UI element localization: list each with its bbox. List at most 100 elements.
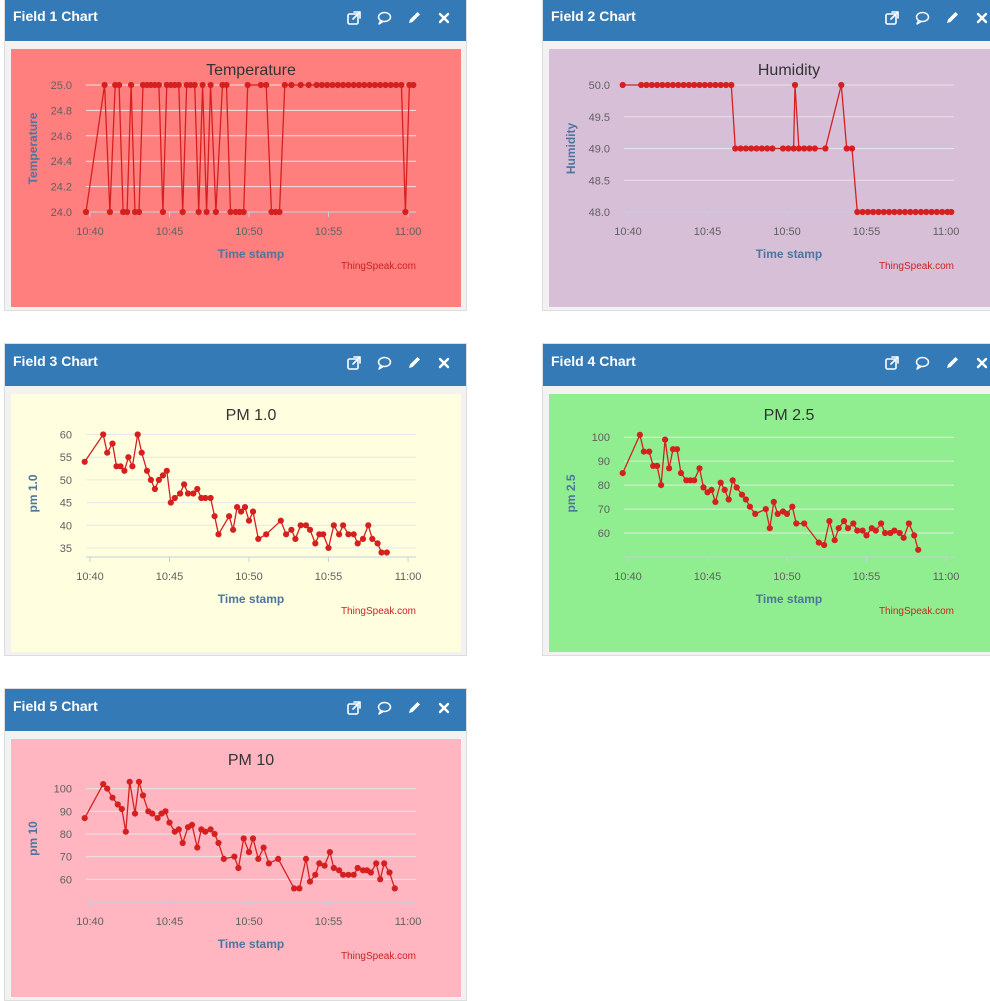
data-point[interactable]	[912, 208, 919, 216]
data-point[interactable]	[257, 81, 264, 89]
data-point[interactable]	[138, 449, 145, 456]
data-point[interactable]	[275, 855, 282, 862]
data-point[interactable]	[163, 467, 170, 474]
data-point[interactable]	[872, 527, 879, 534]
data-point[interactable]	[729, 477, 736, 484]
data-point[interactable]	[870, 208, 877, 216]
data-point[interactable]	[139, 792, 147, 799]
data-point[interactable]	[891, 527, 898, 534]
data-point[interactable]	[701, 81, 708, 89]
comment-icon[interactable]	[914, 355, 930, 371]
data-point[interactable]	[104, 785, 111, 792]
close-icon[interactable]	[436, 10, 452, 26]
data-point[interactable]	[263, 81, 270, 89]
data-point[interactable]	[227, 208, 234, 216]
data-point[interactable]	[154, 815, 161, 822]
data-point[interactable]	[393, 81, 400, 89]
data-point[interactable]	[188, 821, 196, 828]
data-point[interactable]	[355, 81, 363, 89]
data-point[interactable]	[677, 470, 685, 477]
data-point[interactable]	[235, 864, 242, 872]
data-point[interactable]	[135, 778, 143, 785]
data-point[interactable]	[312, 540, 319, 547]
data-point[interactable]	[318, 81, 325, 89]
data-point[interactable]	[700, 484, 707, 491]
pencil-edit-icon[interactable]	[944, 10, 960, 26]
data-point[interactable]	[748, 145, 755, 152]
data-point[interactable]	[377, 876, 384, 883]
data-point[interactable]	[171, 494, 178, 502]
data-point[interactable]	[321, 862, 328, 869]
pencil-edit-icon[interactable]	[406, 355, 422, 371]
data-point[interactable]	[779, 145, 787, 152]
data-point[interactable]	[619, 81, 626, 89]
data-point[interactable]	[815, 539, 822, 546]
data-point[interactable]	[116, 81, 123, 89]
data-point[interactable]	[175, 81, 182, 89]
pencil-edit-icon[interactable]	[944, 355, 960, 371]
data-point[interactable]	[240, 208, 247, 216]
data-point[interactable]	[365, 522, 372, 529]
data-point[interactable]	[398, 81, 405, 89]
data-point[interactable]	[659, 81, 666, 89]
data-point[interactable]	[325, 544, 332, 551]
data-point[interactable]	[114, 801, 121, 808]
data-point[interactable]	[835, 525, 842, 532]
data-point[interactable]	[117, 463, 124, 470]
data-point[interactable]	[265, 860, 272, 867]
data-point[interactable]	[159, 472, 166, 479]
data-point[interactable]	[306, 526, 314, 533]
data-point[interactable]	[795, 145, 802, 152]
data-point[interactable]	[324, 81, 331, 89]
open-in-new-window-icon[interactable]	[346, 10, 362, 26]
data-point[interactable]	[764, 145, 771, 152]
data-point[interactable]	[646, 448, 653, 455]
data-point[interactable]	[742, 496, 749, 503]
data-point[interactable]	[125, 454, 132, 461]
data-point[interactable]	[129, 463, 136, 470]
data-point[interactable]	[277, 517, 284, 524]
data-point[interactable]	[234, 504, 241, 511]
data-point[interactable]	[708, 486, 715, 493]
data-point[interactable]	[891, 208, 898, 216]
data-point[interactable]	[100, 781, 107, 788]
data-point[interactable]	[721, 486, 728, 493]
data-point[interactable]	[340, 522, 347, 529]
data-point[interactable]	[696, 81, 703, 89]
data-point[interactable]	[238, 508, 245, 515]
data-point[interactable]	[753, 145, 760, 152]
data-point[interactable]	[762, 506, 769, 513]
data-point[interactable]	[770, 498, 777, 505]
data-point[interactable]	[752, 510, 759, 517]
pencil-edit-icon[interactable]	[406, 700, 422, 716]
data-point[interactable]	[109, 440, 116, 447]
data-point[interactable]	[212, 208, 219, 216]
data-point[interactable]	[391, 885, 398, 892]
data-point[interactable]	[155, 81, 162, 89]
data-point[interactable]	[302, 522, 310, 529]
data-point[interactable]	[806, 145, 813, 152]
data-point[interactable]	[831, 537, 838, 544]
data-point[interactable]	[875, 208, 882, 216]
data-point[interactable]	[340, 871, 347, 878]
data-point[interactable]	[850, 520, 857, 527]
data-point[interactable]	[948, 208, 955, 216]
data-point[interactable]	[386, 869, 393, 876]
data-point[interactable]	[159, 208, 166, 216]
data-point[interactable]	[654, 81, 661, 89]
data-point[interactable]	[878, 520, 885, 527]
data-point[interactable]	[801, 145, 808, 152]
data-point[interactable]	[313, 81, 320, 89]
data-point[interactable]	[907, 208, 914, 216]
data-point[interactable]	[345, 81, 352, 89]
data-point[interactable]	[350, 871, 357, 878]
data-point[interactable]	[636, 431, 643, 438]
data-point[interactable]	[151, 485, 158, 493]
data-point[interactable]	[245, 517, 253, 524]
data-point[interactable]	[732, 145, 739, 152]
data-point[interactable]	[191, 81, 198, 89]
data-point[interactable]	[691, 477, 698, 484]
data-point[interactable]	[149, 810, 156, 817]
data-point[interactable]	[126, 778, 133, 785]
data-point[interactable]	[202, 494, 209, 502]
